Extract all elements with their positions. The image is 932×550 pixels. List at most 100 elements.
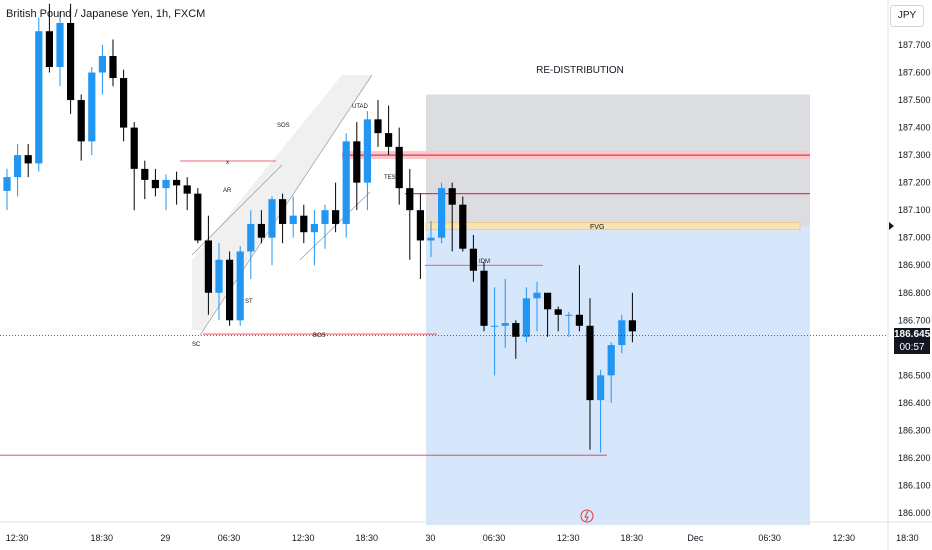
candle-body [385,133,393,147]
y-tick-label: 187.700 [898,40,931,50]
candle-body [554,309,562,315]
candle-body [289,215,297,224]
candle-body [469,248,477,271]
target-zone [426,226,810,525]
candle-body [544,292,552,310]
ar-label: AR [223,188,232,194]
st-label: ST [245,299,253,305]
candle-body [3,177,11,191]
test-label: TEST [384,175,400,181]
candle-body [130,127,138,169]
bar-countdown: 00:57 [899,342,925,353]
candle-body [597,375,605,401]
candle-body [363,119,371,183]
x-tick-label: 06:30 [483,533,506,543]
y-tick-label: 186.700 [898,315,931,325]
x-tick-label: Dec [687,533,704,543]
candle-body [565,314,573,316]
candle-body [395,146,403,189]
candle-body [226,259,234,321]
x-tick-label: 12:30 [557,533,580,543]
channel-lower [191,164,283,256]
candle-body [236,251,244,321]
sos-label: SOS [277,123,290,129]
candle-body [88,72,96,142]
y-tick-label: 186.000 [898,508,931,518]
candle-body [183,185,191,194]
candle-body [459,204,467,249]
candle-body [162,179,170,189]
x-tick-label: 06:30 [218,533,241,543]
candle-body [151,179,159,189]
bos-label: BOS [313,333,326,339]
y-tick-label: 187.000 [898,233,931,243]
candle-body [77,100,85,142]
y-tick-label: 187.400 [898,123,931,133]
candle-body [215,259,223,293]
candle-body [342,141,350,224]
x-tick-label: 12:30 [292,533,315,543]
redistribution-zone [426,94,810,227]
y-tick-label: 187.500 [898,95,931,105]
y-tick-label: 187.600 [898,68,931,78]
y-tick-label: 187.300 [898,150,931,160]
currency-button[interactable]: JPY [890,5,924,27]
candle-body [268,199,276,238]
x-tick-label: 12:30 [833,533,856,543]
fvg-band [425,222,801,230]
candle-body [120,78,128,128]
candle-body [406,188,414,211]
y-tick-label: 186.100 [898,480,931,490]
candle-body [194,193,202,241]
candle-body [416,210,424,241]
y-tick-label: 186.800 [898,288,931,298]
candle-body [332,210,340,224]
y-tick-label: 186.900 [898,260,931,270]
y-tick-label: 186.500 [898,370,931,380]
x-tick-label: 29 [160,533,170,543]
candle-body [438,188,446,238]
zone-title: RE-DISTRIBUTION [536,65,624,76]
x-tick-label: 30 [425,533,435,543]
bolt-glyph [584,510,589,522]
candle-body [586,325,594,401]
candle-body [109,56,117,79]
candle-body [448,188,456,205]
y-tick-label: 187.200 [898,178,931,188]
x-label: x [226,160,229,166]
candle-body [533,292,541,299]
candle-body [353,141,361,183]
idm-label: IDM [479,259,490,265]
utad-label: UTAD [352,104,369,110]
candle-body [35,31,43,164]
x-tick-label: 12:30 [6,533,29,543]
candle-body [45,31,53,68]
candle-body [247,223,255,252]
axis-marker [889,222,894,230]
candle-body [575,314,583,326]
candle-body [374,119,382,134]
candle-body [257,223,265,238]
candle-body [310,223,318,233]
candle-body [628,320,636,332]
y-tick-label: 186.200 [898,453,931,463]
candle-body [618,320,626,346]
x-tick-label: 06:30 [758,533,781,543]
candle-body [141,168,149,180]
x-tick-label: 18:30 [621,533,644,543]
sc-label: SC [192,342,201,348]
candle-body [522,298,530,337]
channel-lower-2 [299,191,371,261]
symbol-title: British Pound / Japanese Yen, 1h, FXCM [6,8,206,20]
candle-body [173,179,181,186]
candle-body [67,22,75,101]
candle-body [321,210,329,224]
x-tick-label: 18:30 [896,533,919,543]
candle-body [480,270,488,326]
candle-body [300,215,308,233]
y-tick-label: 186.300 [898,425,931,435]
candle-body [14,155,22,178]
candle-body [512,323,520,337]
fvg-label: FVG [590,224,604,231]
